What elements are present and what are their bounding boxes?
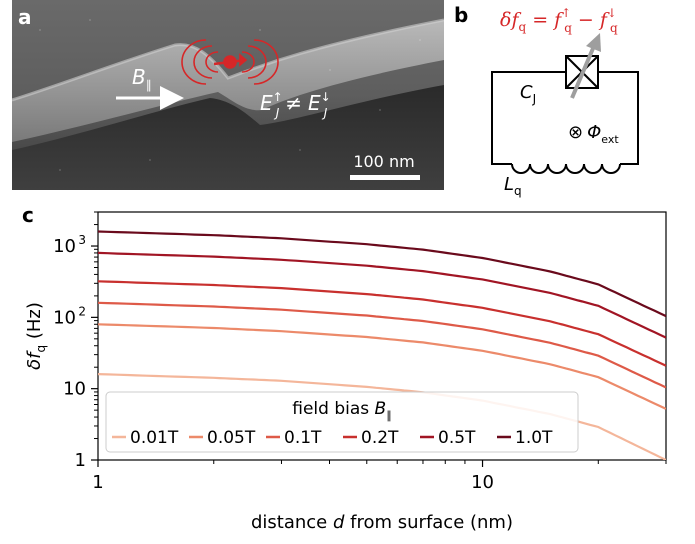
legend-entries: 0.01T 0.05T 0.1T 0.2T 0.5T 1.0T — [112, 428, 553, 448]
series-line-1.0T — [98, 230, 666, 318]
legend-label: 0.1T — [284, 428, 322, 448]
energy-inequality: E↑ J ≠ E↓ J — [260, 90, 331, 120]
panel-a: a B∥ E↑ J ≠ E↓ J 100 nm — [12, 0, 444, 190]
y-tick-label: 10 — [53, 236, 76, 257]
series-line-0.5T — [98, 251, 666, 339]
legend-label: 1.0T — [515, 428, 553, 448]
inductor-coil — [511, 163, 621, 174]
legend: field bias B∥ 0.01T 0.05T 0.1T 0.2T 0.5T 1.0T — [105, 391, 579, 453]
scale-bar — [350, 175, 420, 180]
sem-image — [12, 0, 444, 190]
panel-b-letter: b — [454, 3, 468, 27]
y-tick-label: 10 — [53, 307, 76, 328]
panel-a-letter: a — [18, 5, 32, 29]
y-tick-exponent: 3 — [78, 233, 86, 247]
series-line-0.2T — [98, 280, 666, 367]
circuit-wire — [491, 71, 566, 165]
legend-label: 0.2T — [361, 428, 399, 448]
inductance-label: Lq — [504, 174, 522, 198]
scale-bar-label: 100 nm — [353, 152, 414, 171]
y-axis-label: δfq (Hz) — [24, 302, 48, 370]
circuit-wire-right — [598, 71, 639, 165]
frequency-shift-formula: δfq = f↑ q − f↓ q — [500, 6, 618, 35]
legend-title: field bias B∥ — [292, 399, 391, 422]
series-line-0.1T — [98, 301, 666, 389]
y-tick-label: 1 — [75, 450, 86, 471]
legend-label: 0.05T — [207, 428, 256, 448]
spin-wave-icon — [181, 39, 279, 85]
legend-label: 0.5T — [438, 428, 476, 448]
flux-label: ⊗ Φext — [568, 122, 619, 146]
y-tick-exponent: 2 — [78, 304, 86, 318]
field-label: B∥ — [132, 65, 152, 92]
x-tick-label: 10 — [471, 472, 494, 493]
panel-b: b δfq = f↑ q − f↓ q CJ ⊗ Φext Lq — [454, 3, 639, 198]
legend-label: 0.01T — [130, 428, 179, 448]
series-lines — [98, 230, 666, 460]
y-tick-label: 10 — [63, 379, 86, 400]
panel-c-letter: c — [22, 203, 34, 227]
legend-box — [105, 391, 579, 453]
series-line-0.05T — [98, 323, 666, 410]
x-axis-label: distance d from surface (nm) — [251, 512, 513, 533]
capacitance-label: CJ — [520, 82, 536, 106]
x-tick-label: 1 — [92, 472, 103, 493]
tuning-arrow-icon — [570, 33, 601, 99]
circuit — [491, 55, 639, 174]
